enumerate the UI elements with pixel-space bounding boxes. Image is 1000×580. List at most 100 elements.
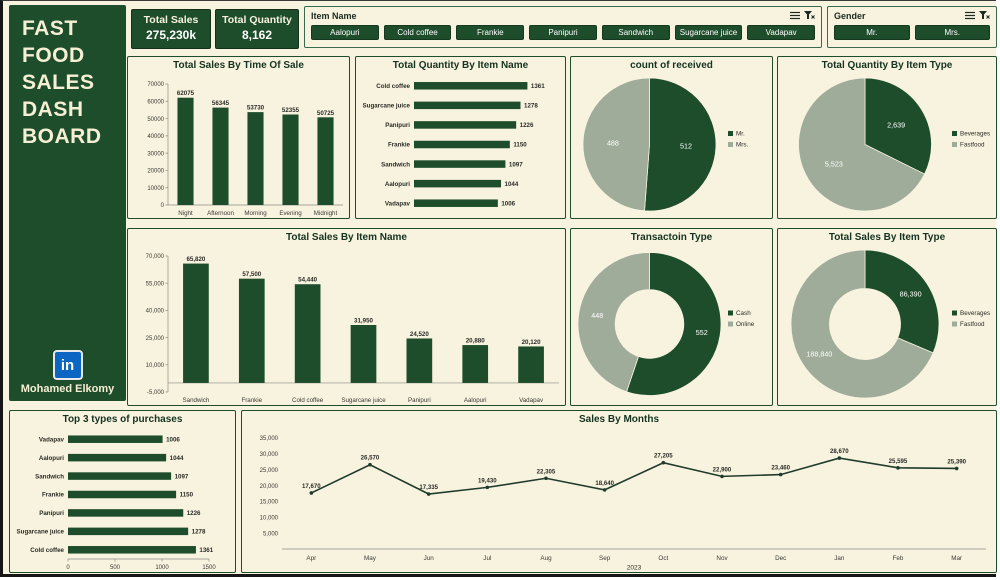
svg-text:Dec: Dec bbox=[775, 555, 786, 562]
svg-text:20,880: 20,880 bbox=[466, 338, 485, 345]
svg-text:40,000: 40,000 bbox=[146, 309, 165, 315]
svg-text:60000: 60000 bbox=[147, 99, 164, 105]
svg-text:488: 488 bbox=[607, 139, 619, 148]
kpi-value: 8,162 bbox=[241, 28, 273, 42]
svg-text:Aalopuri: Aalopuri bbox=[39, 455, 64, 462]
svg-text:Panipuri: Panipuri bbox=[385, 122, 410, 129]
bar-Morning bbox=[247, 112, 264, 205]
bar-Panipuri bbox=[414, 121, 517, 129]
svg-text:Beverages: Beverages bbox=[960, 131, 990, 138]
kpi-label: Total Quantity bbox=[222, 14, 292, 26]
svg-text:Morning: Morning bbox=[244, 210, 267, 217]
point-May bbox=[368, 462, 372, 467]
svg-text:448: 448 bbox=[591, 311, 603, 320]
panel-sales-by-time: Total Sales By Time Of Sale 0 10000 20000 3… bbox=[127, 56, 350, 219]
slicer-item-aalopuri[interactable]: Aalopuri bbox=[311, 25, 379, 40]
svg-text:1000: 1000 bbox=[155, 565, 169, 571]
chart-title: count of received bbox=[630, 60, 713, 71]
bar-Frankie bbox=[238, 278, 265, 383]
chart-quantity-by-item: Cold coffee 1361 Sugarcane juice 1278 Panipu… bbox=[356, 71, 565, 218]
svg-text:17,670: 17,670 bbox=[302, 483, 321, 490]
kpi-value: 275,230k bbox=[145, 28, 197, 42]
slicer-item-sandwich[interactable]: Sandwich bbox=[601, 25, 670, 40]
svg-text:Mrs.: Mrs. bbox=[736, 142, 748, 149]
svg-text:Panipuri: Panipuri bbox=[39, 510, 64, 517]
svg-text:17,335: 17,335 bbox=[419, 484, 438, 491]
svg-text:25,595: 25,595 bbox=[889, 458, 908, 465]
svg-text:Cold coffee: Cold coffee bbox=[376, 83, 410, 90]
point-Mar bbox=[954, 466, 959, 471]
svg-text:Jan: Jan bbox=[834, 555, 845, 562]
svg-text:2,639: 2,639 bbox=[887, 121, 905, 130]
slicer-item-sugarcane-juice[interactable]: Sugarcane juice bbox=[674, 25, 743, 40]
slicer-gender-mrs[interactable]: Mrs. bbox=[914, 25, 990, 40]
svg-text:Jul: Jul bbox=[483, 555, 491, 562]
chart-sales-by-type: 86,390 188,840 Beverages Fastfood bbox=[778, 243, 996, 405]
svg-text:65,820: 65,820 bbox=[186, 256, 205, 263]
bar-Sandwich bbox=[68, 472, 172, 480]
slice-Mr. bbox=[644, 77, 717, 212]
bar-Afternoon bbox=[212, 107, 229, 205]
svg-text:10,000: 10,000 bbox=[260, 515, 279, 521]
chart-title: Sales By Months bbox=[578, 414, 660, 425]
legend-marker-Beverages bbox=[952, 310, 957, 316]
dashboard-title: FAST FOOD SALES DASH BOARD bbox=[9, 5, 126, 150]
bar-Sugarcane juice bbox=[350, 324, 377, 383]
svg-text:552: 552 bbox=[696, 328, 708, 337]
slicer-item-panipuri[interactable]: Panipuri bbox=[529, 25, 597, 40]
chart-sales-by-time: 0 10000 20000 30000 40000 50000 60000 70000 6207… bbox=[128, 71, 349, 218]
linkedin-icon[interactable]: in bbox=[52, 350, 83, 380]
multi-select-icon[interactable] bbox=[790, 11, 800, 20]
slicer-header: Gender bbox=[834, 9, 990, 22]
svg-text:24,520: 24,520 bbox=[410, 331, 429, 338]
svg-text:10,000: 10,000 bbox=[146, 363, 165, 369]
slicer-item-cold-coffee[interactable]: Cold coffee bbox=[383, 25, 452, 40]
svg-text:54,440: 54,440 bbox=[298, 277, 317, 284]
clear-filter-icon[interactable] bbox=[979, 11, 990, 20]
panel-sales-by-type: Total Sales By Item Type 86,390 188,840 Be… bbox=[777, 228, 997, 406]
svg-text:25,000: 25,000 bbox=[260, 468, 279, 474]
svg-text:Sep: Sep bbox=[599, 555, 611, 562]
svg-text:31,950: 31,950 bbox=[354, 317, 373, 324]
svg-text:35,000: 35,000 bbox=[260, 436, 279, 442]
slicer-item-vadapav[interactable]: Vadapav bbox=[747, 25, 816, 40]
bar-Sandwich bbox=[414, 160, 506, 168]
svg-text:Vadapav: Vadapav bbox=[385, 200, 411, 207]
title-line: FOOD bbox=[22, 44, 85, 67]
legend-marker-Cash bbox=[728, 310, 733, 316]
svg-text:May: May bbox=[364, 555, 377, 562]
svg-text:Cold coffee: Cold coffee bbox=[292, 397, 324, 404]
svg-text:1150: 1150 bbox=[180, 492, 194, 499]
svg-text:62075: 62075 bbox=[177, 90, 195, 97]
svg-text:22,305: 22,305 bbox=[537, 468, 556, 475]
svg-text:18,640: 18,640 bbox=[595, 480, 614, 487]
chart-title: Top 3 types of purchases bbox=[62, 414, 183, 425]
svg-text:70000: 70000 bbox=[147, 82, 164, 88]
svg-text:50000: 50000 bbox=[147, 117, 164, 123]
bar-Cold coffee bbox=[294, 284, 321, 383]
svg-text:Midnight: Midnight bbox=[314, 210, 338, 217]
slicer-item-frankie[interactable]: Frankie bbox=[456, 25, 525, 40]
chart-top3-purchases: Vadapav 1006 Aalopuri 1044 Sandwich 1097 Frank… bbox=[10, 425, 235, 572]
chart-sales-by-item: -5,000 10,000 25,000 40,000 55,000 70,000 65,8… bbox=[128, 243, 565, 405]
multi-select-icon[interactable] bbox=[965, 11, 975, 20]
svg-text:1361: 1361 bbox=[531, 83, 545, 90]
svg-text:Aalopuri: Aalopuri bbox=[385, 181, 410, 188]
clear-filter-icon[interactable] bbox=[804, 11, 815, 20]
svg-text:Sandwich: Sandwich bbox=[183, 397, 210, 404]
item-name-buttons: Aalopuri Cold coffee Frankie Panipuri Sandwi… bbox=[311, 25, 816, 40]
slice-Cash bbox=[626, 252, 722, 396]
slicer-gender-mr[interactable]: Mr. bbox=[834, 25, 910, 40]
chart-transaction-type: 552 448 Cash Online bbox=[571, 243, 772, 405]
bar-Panipuri bbox=[68, 509, 184, 517]
chart-title: Total Sales By Item Name bbox=[286, 232, 407, 243]
slicer-icon-group bbox=[965, 11, 990, 20]
kpi-total-quantity: Total Quantity 8,162 bbox=[215, 9, 299, 49]
kpi-label: Total Sales bbox=[143, 14, 199, 26]
svg-text:20,120: 20,120 bbox=[522, 339, 541, 346]
svg-text:5,000: 5,000 bbox=[263, 531, 279, 537]
svg-text:512: 512 bbox=[680, 141, 692, 150]
svg-text:Jun: Jun bbox=[424, 555, 435, 562]
legend-marker-Beverages bbox=[952, 131, 957, 136]
point-Sep bbox=[602, 488, 607, 492]
